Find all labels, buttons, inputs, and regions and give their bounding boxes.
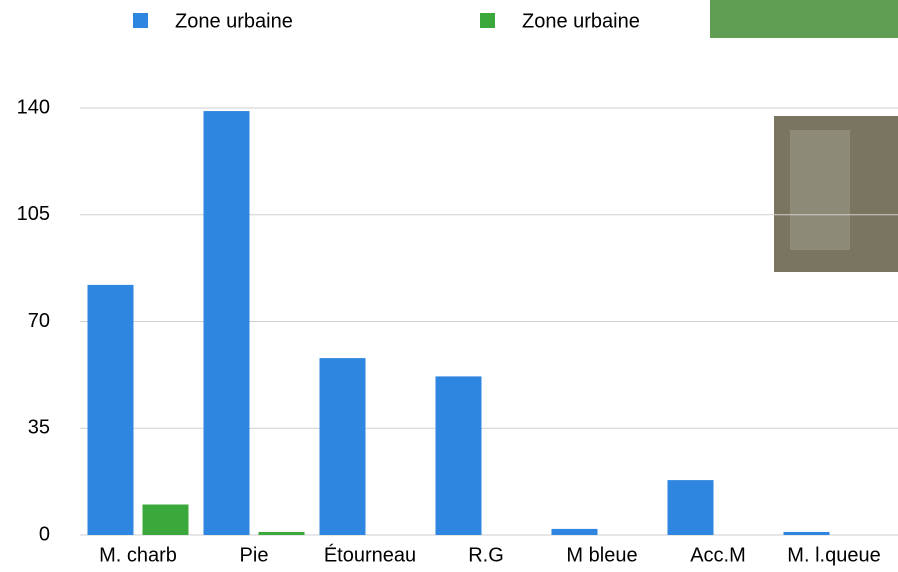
y-tick-label: 70 (28, 310, 50, 332)
bar (88, 285, 134, 535)
x-tick-label: M. l.queue (787, 544, 880, 566)
bar (143, 505, 189, 536)
x-tick-label: Pie (240, 544, 269, 566)
legend-swatch (133, 13, 148, 28)
bar (552, 529, 598, 535)
bar (784, 532, 830, 535)
y-tick-label: 105 (17, 203, 50, 225)
bar (259, 532, 305, 535)
y-tick-label: 140 (17, 96, 50, 118)
bar (204, 111, 250, 535)
x-tick-label: R.G (468, 544, 504, 566)
x-tick-label: Acc.M (690, 544, 746, 566)
y-tick-label: 35 (28, 417, 50, 439)
legend-swatch (480, 13, 495, 28)
x-tick-label: Étourneau (324, 543, 416, 566)
chart: 0 35 70 105 140 Zone urbaine Zone urbaine M. ch… (0, 0, 898, 572)
legend-label: Zone urbaine (175, 10, 293, 32)
photo-decoration (790, 130, 850, 250)
bar (668, 480, 714, 535)
legend-label: Zone urbaine (522, 10, 640, 32)
x-tick-label: M. charb (99, 544, 177, 566)
x-tick-label: M bleue (566, 544, 637, 566)
bar (436, 376, 482, 535)
bar (320, 358, 366, 535)
y-tick-label: 0 (39, 523, 50, 545)
banner-decoration (710, 0, 898, 38)
